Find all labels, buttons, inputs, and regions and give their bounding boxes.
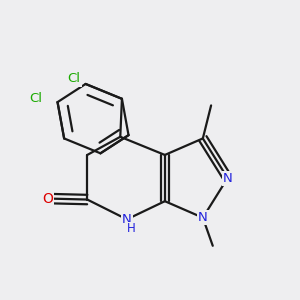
Text: O: O	[42, 191, 53, 206]
Text: Cl: Cl	[68, 73, 80, 85]
Text: N: N	[198, 211, 208, 224]
Text: H: H	[127, 222, 135, 235]
Text: Cl: Cl	[30, 92, 43, 105]
Text: N: N	[223, 172, 232, 184]
Text: N: N	[122, 213, 132, 226]
